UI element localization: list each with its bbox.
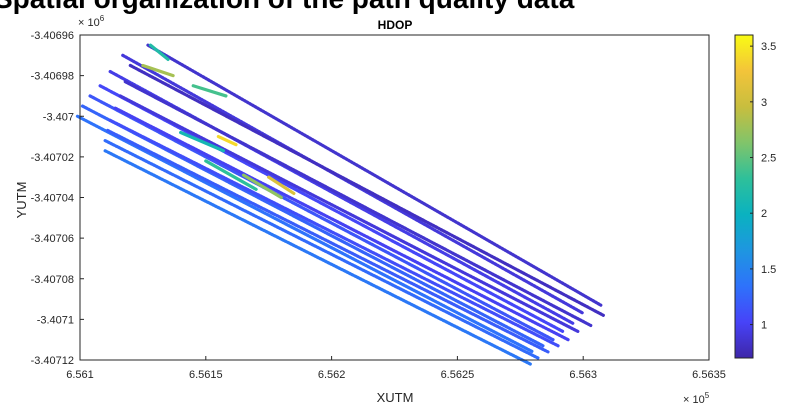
hdop-highlight bbox=[191, 84, 228, 98]
colorbar-tick-label: 1.5 bbox=[761, 264, 776, 276]
x-tick-label: 6.561 bbox=[66, 369, 94, 381]
svg-text:× 105: × 105 bbox=[683, 391, 710, 403]
y-tick-label: -3.40704 bbox=[31, 193, 74, 205]
chart-title: HDOP bbox=[378, 18, 413, 32]
track-line bbox=[123, 80, 593, 328]
y-ticks: -3.40696 -3.40698 -3.407 -3.40702 -3.40704 -3… bbox=[31, 30, 84, 367]
track-line bbox=[75, 114, 535, 354]
tracks-layer bbox=[75, 43, 605, 366]
x-tick-label: 6.5635 bbox=[692, 369, 726, 381]
y-axis-label: YUTM bbox=[14, 182, 29, 219]
y-exponent: × 106 bbox=[78, 14, 105, 29]
y-tick-label: -3.407 bbox=[43, 111, 74, 123]
y-tick-label: -3.40698 bbox=[31, 71, 74, 83]
x-axis-label: XUTM bbox=[377, 390, 414, 403]
track-line bbox=[128, 63, 605, 317]
track-line bbox=[146, 43, 603, 307]
svg-text:× 106: × 106 bbox=[78, 14, 105, 29]
hdop-highlight bbox=[241, 173, 283, 200]
y-tick-label: -3.40712 bbox=[31, 355, 74, 367]
x-exponent-base: × 10 bbox=[683, 394, 705, 403]
x-ticks: 6.561 6.5615 6.562 6.5625 6.563 6.5635 bbox=[66, 356, 726, 381]
hdop-highlight bbox=[204, 159, 258, 191]
colorbar-tick-label: 2 bbox=[761, 208, 767, 220]
hdop-highlight bbox=[267, 175, 296, 196]
colorbar bbox=[734, 34, 754, 359]
hdop-highlight bbox=[179, 130, 226, 153]
y-exponent-base: × 10 bbox=[78, 17, 100, 29]
hdop-highlight bbox=[148, 43, 170, 61]
x-tick-label: 6.562 bbox=[318, 369, 346, 381]
track-line bbox=[118, 94, 580, 334]
y-tick-label: -3.40696 bbox=[31, 30, 74, 42]
colorbar-tick-label: 3 bbox=[761, 97, 767, 109]
y-tick-label: -3.4071 bbox=[37, 314, 74, 326]
x-exponent-power: 5 bbox=[705, 391, 710, 400]
track-line bbox=[106, 128, 550, 354]
y-tick-label: -3.40708 bbox=[31, 274, 74, 286]
colorbar-tick-label: 1 bbox=[761, 320, 767, 332]
track-line bbox=[103, 139, 540, 360]
colorbar-tick-label: 2.5 bbox=[761, 153, 776, 165]
colorbar-tick-label: 3.5 bbox=[761, 41, 776, 53]
x-tick-label: 6.5625 bbox=[441, 369, 475, 381]
x-tick-label: 6.563 bbox=[569, 369, 597, 381]
header-text: Spatial organization of the path quality… bbox=[0, 0, 574, 15]
track-line bbox=[88, 94, 555, 342]
colorbar-ticks: 1 1.5 2 2.5 3 3.5 bbox=[750, 41, 776, 332]
track-line bbox=[113, 106, 570, 342]
y-exponent-power: 6 bbox=[100, 14, 105, 23]
hdop-highlight bbox=[141, 63, 175, 78]
track-line bbox=[108, 118, 560, 348]
y-tick-label: -3.40702 bbox=[31, 152, 74, 164]
x-tick-label: 6.5615 bbox=[189, 369, 223, 381]
y-tick-label: -3.40706 bbox=[31, 233, 74, 245]
track-line bbox=[103, 149, 532, 366]
x-exponent: × 105 bbox=[683, 391, 710, 403]
hdop-highlight bbox=[216, 134, 238, 147]
